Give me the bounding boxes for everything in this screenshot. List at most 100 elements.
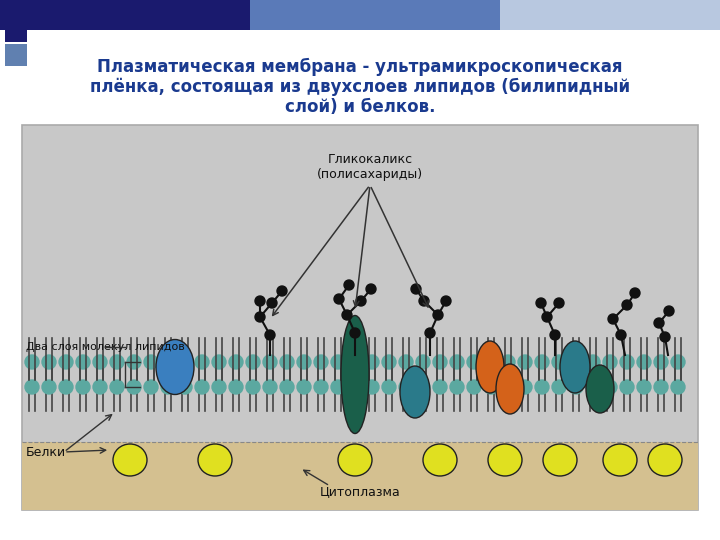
Circle shape <box>42 355 56 369</box>
Circle shape <box>366 284 376 294</box>
Text: Цитоплазма: Цитоплазма <box>320 485 400 498</box>
Circle shape <box>399 380 413 394</box>
Ellipse shape <box>543 444 577 476</box>
Circle shape <box>265 330 275 340</box>
Ellipse shape <box>560 341 590 393</box>
Circle shape <box>399 355 413 369</box>
Circle shape <box>280 355 294 369</box>
Ellipse shape <box>496 364 524 414</box>
Circle shape <box>93 380 107 394</box>
Circle shape <box>365 380 379 394</box>
Circle shape <box>331 380 345 394</box>
Circle shape <box>603 355 617 369</box>
Bar <box>22 125 698 510</box>
Circle shape <box>654 380 668 394</box>
Circle shape <box>603 380 617 394</box>
Bar <box>0 0 250 30</box>
Circle shape <box>178 355 192 369</box>
Circle shape <box>110 355 124 369</box>
Bar <box>22 442 698 510</box>
Ellipse shape <box>476 341 504 393</box>
Circle shape <box>25 355 39 369</box>
Ellipse shape <box>338 444 372 476</box>
Circle shape <box>195 380 209 394</box>
Circle shape <box>637 355 651 369</box>
Circle shape <box>127 355 141 369</box>
Circle shape <box>433 355 447 369</box>
Bar <box>500 0 720 30</box>
Circle shape <box>382 355 396 369</box>
Circle shape <box>501 355 515 369</box>
Circle shape <box>535 380 549 394</box>
Circle shape <box>255 312 265 322</box>
Circle shape <box>620 380 634 394</box>
Circle shape <box>280 380 294 394</box>
Circle shape <box>630 288 640 298</box>
Ellipse shape <box>488 444 522 476</box>
Circle shape <box>356 296 366 306</box>
Circle shape <box>620 355 634 369</box>
Circle shape <box>450 380 464 394</box>
Circle shape <box>654 318 664 328</box>
Circle shape <box>348 380 362 394</box>
Circle shape <box>297 355 311 369</box>
Circle shape <box>536 298 546 308</box>
Circle shape <box>212 355 226 369</box>
Circle shape <box>550 330 560 340</box>
Circle shape <box>277 286 287 296</box>
Circle shape <box>586 380 600 394</box>
Text: слой) и белков.: слой) и белков. <box>284 98 436 116</box>
Circle shape <box>314 380 328 394</box>
Ellipse shape <box>113 444 147 476</box>
Circle shape <box>178 380 192 394</box>
Ellipse shape <box>648 444 682 476</box>
Circle shape <box>608 314 618 324</box>
Ellipse shape <box>586 365 614 413</box>
Ellipse shape <box>198 444 232 476</box>
Circle shape <box>110 380 124 394</box>
Circle shape <box>229 355 243 369</box>
Circle shape <box>552 355 566 369</box>
Circle shape <box>654 355 668 369</box>
Circle shape <box>664 306 674 316</box>
Circle shape <box>552 380 566 394</box>
Ellipse shape <box>400 366 430 418</box>
Circle shape <box>255 296 265 306</box>
Circle shape <box>569 380 583 394</box>
Circle shape <box>433 380 447 394</box>
Bar <box>5 20 27 42</box>
Circle shape <box>569 355 583 369</box>
Circle shape <box>331 355 345 369</box>
Circle shape <box>467 380 481 394</box>
Bar <box>0 0 720 20</box>
Bar <box>5 44 27 66</box>
Circle shape <box>616 330 626 340</box>
Circle shape <box>314 355 328 369</box>
Circle shape <box>518 355 532 369</box>
Circle shape <box>419 296 429 306</box>
Text: плёнка, состоящая из двухслоев липидов (билипидный: плёнка, состоящая из двухслоев липидов (… <box>90 78 630 96</box>
Circle shape <box>76 355 90 369</box>
Text: Белки: Белки <box>26 446 66 458</box>
Circle shape <box>161 380 175 394</box>
Circle shape <box>76 380 90 394</box>
Circle shape <box>212 380 226 394</box>
Text: Два слоя молекул липидов: Два слоя молекул липидов <box>26 342 185 352</box>
Ellipse shape <box>603 444 637 476</box>
Circle shape <box>144 355 158 369</box>
Circle shape <box>542 312 552 322</box>
Circle shape <box>365 355 379 369</box>
Circle shape <box>263 380 277 394</box>
Circle shape <box>93 355 107 369</box>
Circle shape <box>144 380 158 394</box>
Circle shape <box>501 380 515 394</box>
Circle shape <box>127 380 141 394</box>
Circle shape <box>246 355 260 369</box>
Circle shape <box>441 296 451 306</box>
Circle shape <box>267 298 277 308</box>
Ellipse shape <box>341 315 369 434</box>
Circle shape <box>246 380 260 394</box>
Circle shape <box>484 355 498 369</box>
Circle shape <box>344 280 354 290</box>
Circle shape <box>433 310 443 320</box>
